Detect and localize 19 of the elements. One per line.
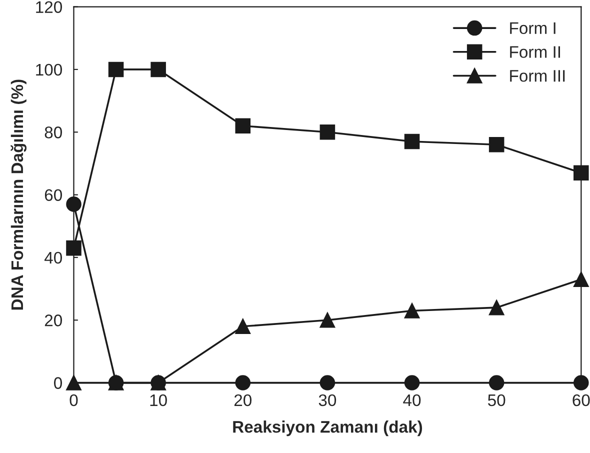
x-tick-label: 40	[403, 394, 421, 406]
y-tick-label: 80	[44, 126, 62, 138]
y-tick-label: 20	[44, 314, 62, 326]
y-tick-label: 100	[36, 64, 62, 76]
x-tick-label: 50	[488, 394, 506, 406]
y-tick-label: 60	[44, 189, 62, 201]
legend-label: Form II	[510, 46, 560, 58]
y-axis-title: DNA Formlarının Dağılımı (%)	[10, 80, 26, 310]
x-axis-title: Reaksiyon Zamanı (dak)	[233, 420, 422, 436]
x-tick-label: 20	[234, 394, 252, 406]
legend-label: Form I	[510, 22, 556, 34]
x-tick-label: 30	[318, 394, 336, 406]
y-tick-label: 120	[36, 1, 62, 13]
legend-label: Form III	[510, 70, 565, 82]
x-tick-label: 60	[572, 394, 590, 406]
x-tick-label: 10	[150, 394, 167, 406]
y-tick-label: 0	[54, 377, 62, 389]
y-tick-label: 40	[44, 252, 62, 264]
x-tick-label: 0	[70, 394, 78, 406]
